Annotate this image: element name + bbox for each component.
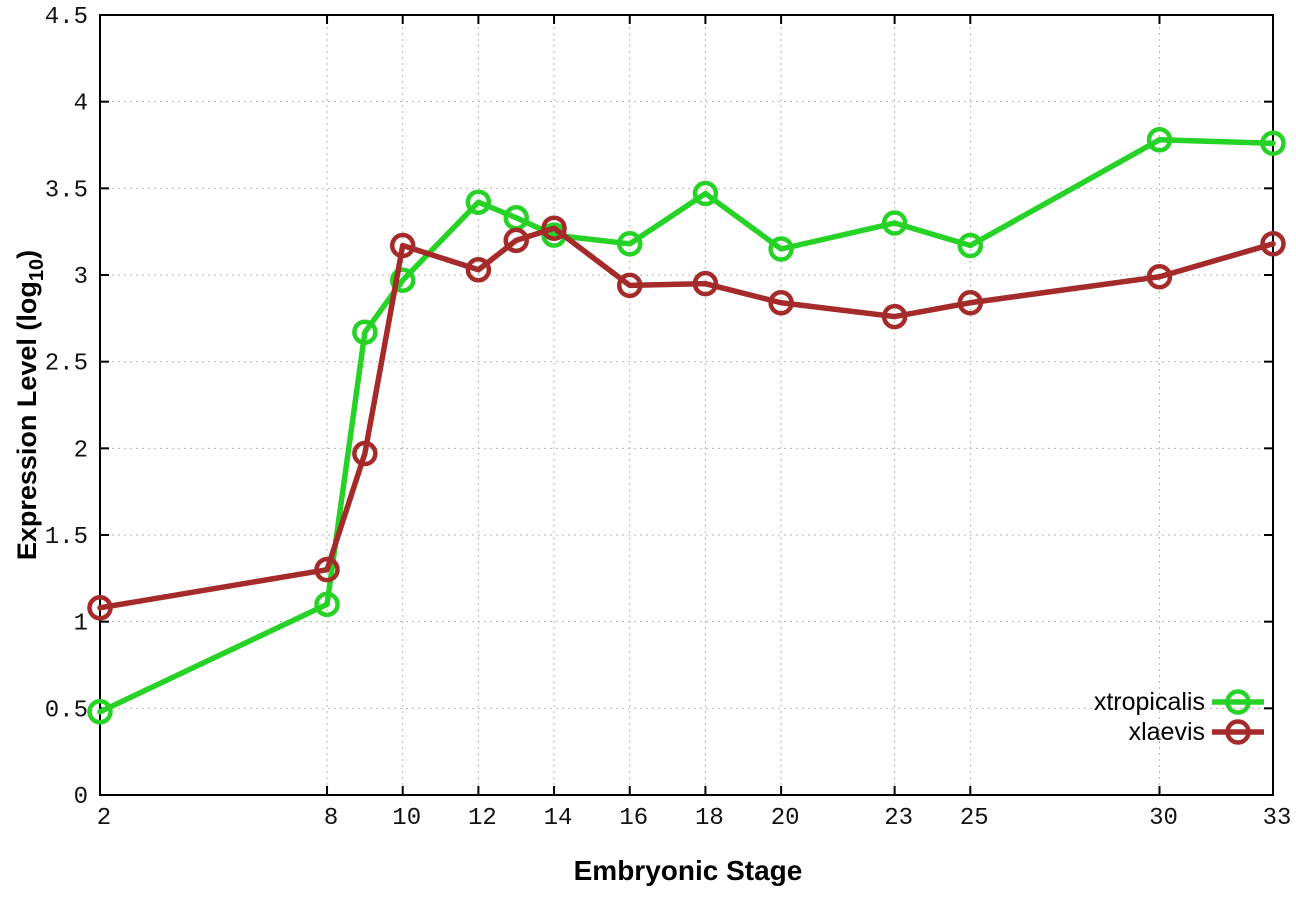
x-tick-label: 12 <box>468 805 497 832</box>
x-tick-label: 33 <box>1263 805 1292 832</box>
legend-label-xlaevis: xlaevis <box>1129 718 1205 746</box>
data-point-marker-xlaevis <box>465 257 492 283</box>
y-axis-title: Expression Level (log10) <box>12 250 48 560</box>
axis-ticks <box>99 14 1274 796</box>
data-point-marker-xlaevis <box>881 303 908 330</box>
plot-border <box>99 14 1274 796</box>
x-tick-label: 10 <box>392 805 421 832</box>
y-tick-label: 1.5 <box>45 524 88 551</box>
x-tick-label: 23 <box>884 805 913 832</box>
x-tick-label: 16 <box>619 805 648 832</box>
data-point-marker-xtropicalis <box>87 699 113 725</box>
data-point-marker-xtropicalis <box>352 319 378 345</box>
data-point-marker-xlaevis <box>314 556 340 583</box>
data-point-marker-xlaevis <box>87 595 113 621</box>
data-point-marker-xlaevis <box>692 270 719 297</box>
data-point-marker-xtropicalis <box>314 591 340 618</box>
y-axis-title-subscript: 10 <box>26 259 48 281</box>
data-point-marker-xtropicalis <box>768 236 794 262</box>
y-axis-title-close: ) <box>12 250 42 259</box>
data-series <box>87 127 1286 725</box>
y-tick-label: 1 <box>74 611 88 638</box>
data-point-marker-xlaevis <box>768 289 794 316</box>
data-point-marker-xlaevis <box>352 440 378 467</box>
data-point-marker-xlaevis <box>541 215 567 241</box>
data-point-marker-xlaevis <box>503 227 529 254</box>
series-line-xlaevis <box>97 225 1276 611</box>
legend-key-xlaevis <box>1212 719 1264 745</box>
x-axis-title: Embryonic Stage <box>574 855 803 886</box>
x-tick-label: 2 <box>97 805 111 832</box>
y-axis-title-main: Expression Level (log <box>12 281 42 560</box>
y-tick-label: 3 <box>74 264 88 291</box>
data-point-marker-xtropicalis <box>1260 130 1286 157</box>
x-tick-label: 14 <box>544 805 573 832</box>
y-tick-label: 2 <box>74 437 88 464</box>
legend-key-marker <box>1225 719 1251 745</box>
data-point-marker-xlaevis <box>1146 263 1173 290</box>
data-point-marker-xlaevis <box>957 289 984 316</box>
y-tick-label: 2.5 <box>45 351 88 378</box>
data-point-marker-xlaevis <box>616 272 643 299</box>
legend-key-xtropicalis <box>1212 689 1264 715</box>
data-point-marker-xtropicalis <box>1146 127 1173 153</box>
series-line-xtropicalis <box>97 137 1276 715</box>
x-tick-label: 30 <box>1149 805 1178 832</box>
y-tick-label: 3.5 <box>45 177 88 204</box>
data-point-marker-xtropicalis <box>957 232 984 259</box>
legend-key-marker <box>1225 689 1251 715</box>
y-tick-label: 4 <box>74 91 88 118</box>
gridlines <box>100 15 1273 795</box>
series-xtropicalis <box>87 127 1286 725</box>
legend <box>1212 689 1264 745</box>
y-tick-label: 0.5 <box>45 697 88 724</box>
x-tick-label: 8 <box>324 805 338 832</box>
x-tick-label: 18 <box>695 805 724 832</box>
x-tick-label: 25 <box>960 805 989 832</box>
data-point-marker-xtropicalis <box>616 231 643 257</box>
series-xlaevis <box>87 215 1286 621</box>
legend-label-xtropicalis: xtropicalis <box>1094 688 1205 716</box>
data-point-marker-xtropicalis <box>692 180 719 207</box>
tick-labels: 0 0.5 1 1.5 2 2.5 3 3.5 4 4.5 2 8 10 12 14 16 18 20 23 25 30… <box>45 4 1292 832</box>
y-tick-label: 4.5 <box>45 4 88 31</box>
data-point-marker-xlaevis <box>389 232 416 259</box>
y-tick-label: 0 <box>74 784 88 811</box>
data-point-marker-xtropicalis <box>465 189 492 215</box>
data-point-marker-xlaevis <box>1260 231 1286 257</box>
plot-border-box <box>99 14 1274 796</box>
data-point-marker-xtropicalis <box>881 210 908 236</box>
data-point-marker-xtropicalis <box>389 267 416 293</box>
x-tick-label: 20 <box>771 805 800 832</box>
